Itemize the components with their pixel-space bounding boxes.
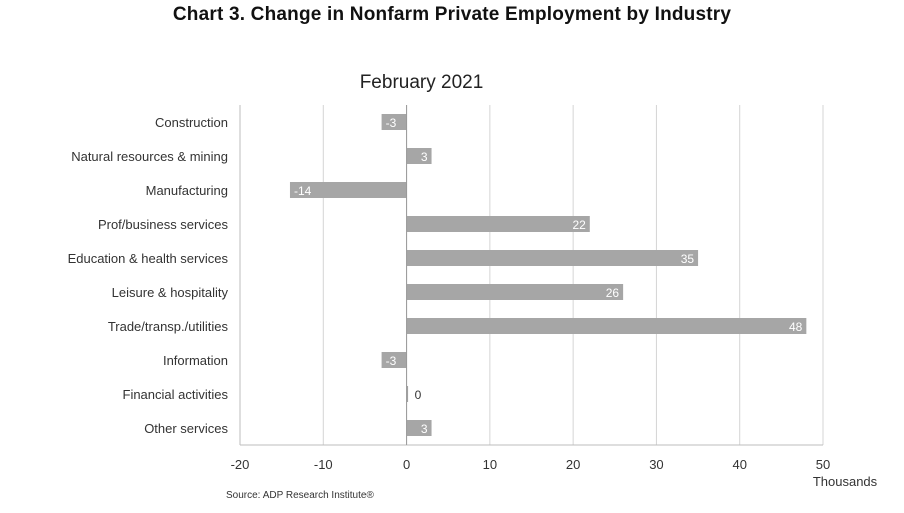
- bar: [406, 250, 699, 266]
- data-label: 22: [572, 218, 586, 232]
- x-axis-label: Thousands: [813, 474, 878, 489]
- data-label: -3: [386, 354, 397, 368]
- category-label: Manufacturing: [146, 183, 228, 198]
- chart-subtitle: February 2021: [360, 72, 484, 93]
- category-label: Other services: [144, 421, 228, 436]
- category-label: Financial activities: [123, 387, 229, 402]
- data-label: -14: [294, 184, 312, 198]
- bars: [289, 114, 807, 436]
- bar: [406, 148, 432, 164]
- bar: [406, 216, 590, 232]
- x-tick-label: 20: [566, 457, 580, 472]
- bar: [381, 352, 407, 368]
- x-tick-label: 0: [403, 457, 410, 472]
- category-label: Trade/transp./utilities: [108, 319, 229, 334]
- category-label: Construction: [155, 115, 228, 130]
- category-label: Leisure & hospitality: [112, 285, 229, 300]
- category-label: Natural resources & mining: [71, 149, 228, 164]
- bar: [406, 420, 432, 436]
- data-label: 35: [681, 252, 695, 266]
- data-label: 3: [421, 150, 428, 164]
- x-tick-label: 50: [816, 457, 830, 472]
- x-tick-label: -10: [314, 457, 333, 472]
- data-label: 48: [789, 320, 803, 334]
- data-label: 0: [415, 388, 422, 402]
- category-label: Education & health services: [68, 251, 229, 266]
- data-label: 26: [606, 286, 620, 300]
- bar: [406, 284, 624, 300]
- bar: [381, 114, 407, 130]
- gridlines: [239, 105, 824, 445]
- category-label: Prof/business services: [98, 217, 229, 232]
- data-label: 3: [421, 422, 428, 436]
- x-tick-label: -20: [231, 457, 250, 472]
- bar: [289, 182, 407, 198]
- x-tick-label: 30: [649, 457, 663, 472]
- category-label: Information: [163, 353, 228, 368]
- x-tick-label: 40: [732, 457, 746, 472]
- chart-title: Chart 3. Change in Nonfarm Private Emplo…: [172, 4, 732, 25]
- axes: [239, 105, 823, 446]
- bar: [406, 318, 807, 334]
- x-tick-label: 10: [483, 457, 497, 472]
- source-note: Source: ADP Research Institute®: [226, 490, 374, 501]
- data-label: -3: [386, 116, 397, 130]
